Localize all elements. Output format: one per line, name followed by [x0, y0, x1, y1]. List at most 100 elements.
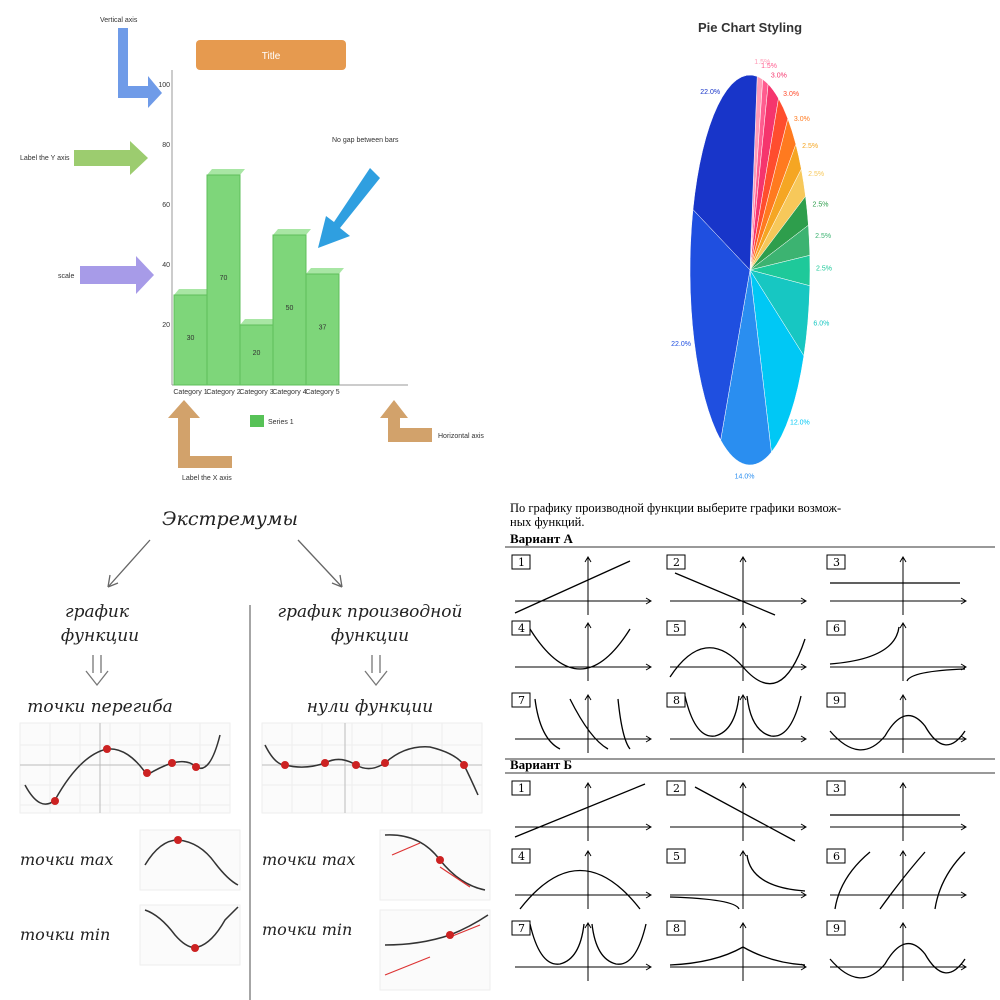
worksheet-cell: 3 [826, 780, 967, 841]
worksheet-cell: 1 [511, 554, 652, 615]
cell-number: 2 [673, 782, 680, 795]
left-heading-2: функции [61, 626, 139, 646]
worksheet-intro-2: ных функций. [510, 515, 585, 529]
pie-label: 22.0% [700, 89, 720, 96]
label-y-callout: Label the Y axis [20, 155, 70, 162]
cell-number: 5 [673, 622, 680, 635]
variant-b-title: Вариант Б [510, 757, 573, 772]
worksheet-cell: 4 [511, 848, 652, 910]
y-tick-label: 80 [162, 142, 170, 149]
worksheet-cell: 7 [511, 692, 652, 753]
worksheet-cell: 9 [826, 920, 967, 981]
pie-label: 2.5% [812, 201, 828, 208]
cell-number: 8 [673, 922, 680, 935]
bar-data-label: 20 [253, 350, 261, 357]
bar-top [174, 289, 212, 295]
left-max-label: точки max [20, 850, 113, 869]
bar [239, 324, 274, 386]
pie-label: 2.5% [815, 233, 831, 240]
right-sub-label: нули функции [307, 697, 434, 717]
cell-number: 2 [673, 556, 680, 569]
arrow-right-head [331, 574, 343, 588]
legend-label: Series 1 [268, 419, 294, 426]
bar-marks: 30 70 20 50 37 [173, 169, 344, 386]
bar [173, 294, 208, 386]
right-derivative-graph [261, 722, 483, 814]
category-label: Category 4 [272, 389, 306, 396]
right-min-label: точки min [262, 920, 352, 939]
y-tick-label: 40 [162, 262, 170, 269]
worksheet-cell: 5 [666, 848, 807, 910]
worksheet-cell: 7 [511, 920, 652, 981]
pie-label: 3.0% [794, 116, 810, 123]
worksheet-cell: 6 [826, 620, 967, 682]
cell-number: 8 [673, 694, 680, 707]
scale-callout: scale [58, 273, 74, 280]
cell-number: 6 [833, 622, 840, 635]
double-arrow-left [85, 655, 109, 687]
pie-label: 2.5% [816, 266, 832, 273]
pie-label: 2.5% [808, 171, 824, 178]
left-heading-1: график [65, 602, 130, 622]
chart-title-text: Title [262, 51, 281, 62]
cell-number: 4 [518, 850, 525, 863]
bar-chart-infographic: Vertical axis Label the Y axis scale No … [0, 0, 500, 490]
y-tick-label: 100 [158, 82, 170, 89]
pie-label: 1.5% [761, 63, 777, 70]
label-y-arrow [74, 141, 148, 175]
worksheet-cell: 2 [666, 780, 807, 842]
pie-label: 22.0% [671, 341, 691, 348]
pie-label: 6.0% [813, 320, 829, 327]
category-label: Category 5 [305, 389, 339, 396]
bar-top [207, 169, 245, 175]
left-sub-label: точки перегиба [27, 697, 172, 717]
right-heading-2: функции [331, 626, 409, 646]
bar-top [240, 319, 278, 325]
right-max-graph [379, 829, 491, 901]
pie-label: 3.0% [771, 73, 787, 80]
worksheet-svg: 1 2 3 4 5 6 7 8 9 1 2 3 4 5 6 7 8 9 [505, 546, 995, 981]
extrema-svg: Экстремумы график функции график произво… [19, 508, 491, 1000]
y-tick-label: 20 [162, 322, 170, 329]
legend-swatch [250, 415, 264, 427]
worksheet-cell: 2 [666, 554, 807, 616]
no-gap-arrow [318, 168, 380, 248]
left-min-graph [139, 904, 241, 966]
cell-number: 6 [833, 850, 840, 863]
cell-number: 7 [518, 694, 525, 707]
pie-label: 2.5% [802, 143, 818, 150]
bar [305, 273, 340, 386]
extrema-diagram: Экстремумы график функции график произво… [0, 495, 500, 1000]
bar-top [306, 268, 344, 274]
cell-number: 7 [518, 922, 525, 935]
bar [206, 174, 241, 386]
extrema-title: Экстремумы [162, 508, 298, 530]
worksheet-cell: 5 [666, 620, 807, 685]
bar-data-label: 50 [286, 305, 294, 312]
pie-title: Pie Chart Styling [698, 20, 802, 35]
pie-label: 14.0% [735, 473, 755, 480]
right-max-label: точки max [262, 850, 355, 869]
arrow-left [107, 539, 151, 588]
y-tick-labels: 20 40 60 80 100 [158, 82, 170, 329]
worksheet-cells: 1 2 3 4 5 6 7 8 9 1 2 3 4 5 6 7 8 9 [511, 554, 967, 981]
bar-top [273, 229, 311, 235]
right-heading-1: график производной [278, 602, 463, 622]
pie-label: 1.5% [754, 59, 770, 66]
worksheet-cell: 6 [826, 848, 967, 910]
derivative-worksheet: По графику производной функции выберите … [500, 495, 1000, 1000]
pie-slice [720, 269, 772, 466]
bar-data-label: 37 [319, 325, 327, 332]
worksheet-cell: 1 [511, 780, 652, 841]
cell-number: 5 [673, 850, 680, 863]
category-label: Category 2 [206, 389, 240, 396]
bar-chart-svg: Vertical axis Label the Y axis scale No … [20, 17, 484, 482]
left-min-label: точки min [20, 925, 110, 944]
pie-slice [692, 74, 758, 271]
pie-label: 12.0% [790, 419, 810, 426]
pie-slices [689, 74, 811, 466]
horizontal-axis-arrow [380, 400, 432, 442]
right-min-graph [379, 909, 491, 991]
worksheet-cell: 9 [826, 692, 967, 753]
category-label: Category 3 [239, 389, 273, 396]
